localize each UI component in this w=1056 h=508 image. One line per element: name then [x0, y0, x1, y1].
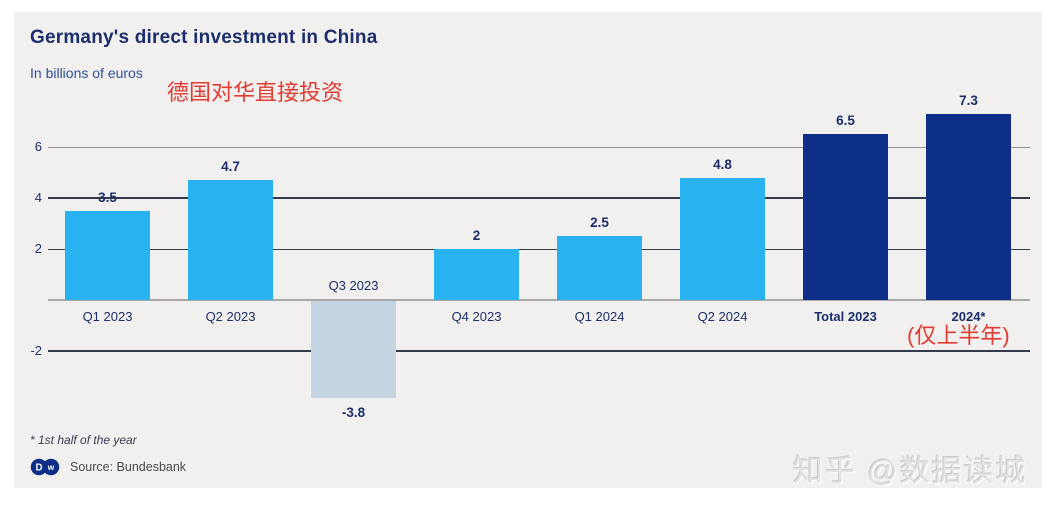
- y-axis-tick-label: 4: [34, 190, 42, 205]
- bar-q1-2024: [557, 236, 642, 300]
- chart-card: Germany's direct investment in China In …: [14, 12, 1042, 488]
- category-label: Q2 2023: [205, 309, 256, 324]
- chinese-title-annotation: 德国对华直接投资: [167, 80, 344, 105]
- dw-logo-icon: D w: [30, 458, 60, 476]
- chart-subtitle: In billions of euros: [30, 65, 143, 81]
- svg-text:D: D: [35, 462, 42, 473]
- svg-text:w: w: [47, 463, 55, 472]
- category-label: Total 2023: [814, 309, 877, 324]
- gridline-y-4: [48, 197, 1030, 199]
- bar-value-label: 3.5: [98, 189, 117, 205]
- x-axis-zero-line: [48, 299, 1030, 301]
- category-label: Q4 2023: [451, 309, 502, 324]
- category-label: Q1 2024: [574, 309, 625, 324]
- bar-q4-2023: [434, 249, 519, 300]
- category-label: Q1 2023: [82, 309, 133, 324]
- footnote: * 1st half of the year: [30, 433, 137, 447]
- gridline-y-6: [48, 146, 1030, 148]
- category-label: Q3 2023: [328, 278, 379, 293]
- source-label: Source: Bundesbank: [70, 460, 187, 474]
- chart-title: Germany's direct investment in China: [30, 27, 378, 48]
- bar-q3-2023: [311, 301, 396, 398]
- y-axis-tick-label: 2: [34, 241, 42, 256]
- bar-total-2023: [803, 134, 888, 300]
- bar-value-label: 2.5: [590, 215, 609, 231]
- y-axis-tick-label: 6: [34, 139, 42, 154]
- y-axis-tick-label: -2: [30, 343, 42, 358]
- bar-value-label: 6.5: [836, 113, 855, 129]
- bar-chart-plot-area: 6 4 2 -2 3.5 Q1 2023 4.7 Q2 2023 -3.8 Q3 2023 2 Q4 …: [14, 12, 1042, 488]
- bar-value-label: 2: [472, 228, 481, 243]
- bar-value-label: 7.3: [959, 92, 978, 108]
- category-label: Q2 2024: [697, 309, 748, 324]
- chinese-note-annotation: (仅上半年): [907, 323, 1010, 348]
- bar-q2-2024: [680, 177, 765, 300]
- category-label: 2024*: [951, 309, 986, 324]
- bar-q1-2023: [65, 210, 150, 300]
- gridline-y--2: [48, 350, 1030, 352]
- bar-value-label: 4.7: [221, 159, 240, 175]
- bar-q2-2023: [188, 180, 273, 300]
- bar-value-label: -3.8: [341, 404, 366, 420]
- bar-value-label: 4.8: [713, 156, 732, 172]
- gridline-y-2: [48, 248, 1030, 250]
- bar-2024-: [926, 113, 1011, 300]
- source-row: D w Source: Bundesbank: [30, 458, 186, 476]
- watermark: 知乎 @数据读城: [793, 455, 1028, 488]
